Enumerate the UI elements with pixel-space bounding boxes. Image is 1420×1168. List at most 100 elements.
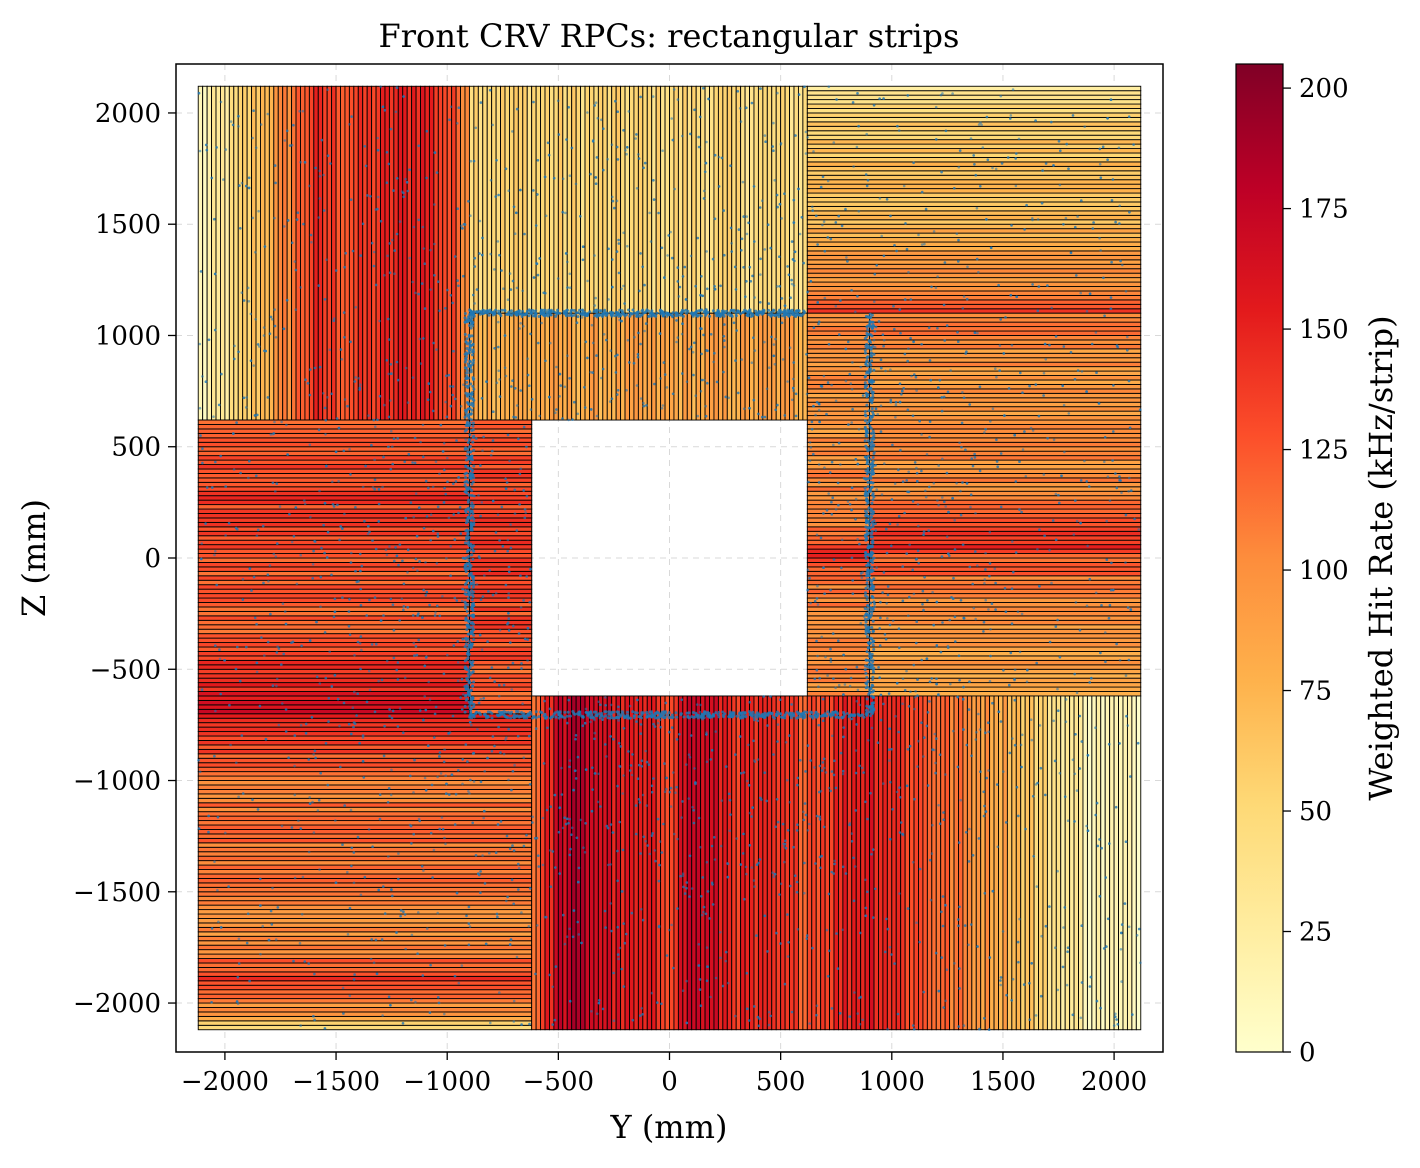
hit-point <box>689 254 693 258</box>
hit-point <box>402 608 405 612</box>
hit-point <box>675 785 678 789</box>
hit-point <box>669 230 672 234</box>
hit-point <box>260 636 263 639</box>
hit-point <box>507 592 511 595</box>
hit-point <box>763 415 767 419</box>
hit-point <box>414 1000 417 1004</box>
strip <box>1135 695 1142 1031</box>
hit-point <box>310 240 313 244</box>
strip <box>584 312 590 421</box>
hit-point <box>839 463 842 466</box>
hit-point <box>263 654 266 657</box>
hit-point <box>806 829 810 832</box>
hit-point <box>875 264 878 267</box>
hit-point <box>834 399 838 403</box>
hit-point <box>416 569 419 572</box>
strip <box>806 299 1142 305</box>
strip <box>260 85 266 421</box>
hit-point <box>480 501 484 504</box>
hit-point <box>660 246 664 250</box>
hit-point <box>893 482 897 486</box>
hit-point <box>802 261 805 265</box>
hit-point <box>803 891 806 895</box>
hit-point <box>219 100 223 104</box>
hit-point <box>856 1012 859 1015</box>
strip <box>197 918 533 924</box>
strip <box>1086 695 1093 1031</box>
hit-point <box>489 179 493 182</box>
hit-point <box>308 443 312 447</box>
hit-point <box>308 184 311 188</box>
strip <box>526 312 533 421</box>
hit-point <box>849 382 853 385</box>
strip <box>669 85 675 314</box>
strip <box>660 85 666 314</box>
strip <box>869 366 1142 372</box>
hit-point <box>383 274 386 277</box>
hit-point <box>747 743 750 747</box>
hit-point <box>1002 770 1005 773</box>
hit-point <box>1104 660 1107 664</box>
strip <box>468 468 533 474</box>
hit-point <box>385 659 389 663</box>
hit-point <box>413 436 417 440</box>
hit-point <box>610 397 614 401</box>
hit-point <box>817 481 821 484</box>
hit-point <box>964 831 968 834</box>
hit-point <box>841 865 845 869</box>
hit-point <box>930 852 934 855</box>
hit-point <box>507 666 510 669</box>
hit-point <box>1019 371 1022 375</box>
hit-point <box>437 280 440 284</box>
strip <box>806 108 1142 114</box>
hit-point <box>1118 204 1121 208</box>
hit-point <box>213 217 216 221</box>
strip <box>935 695 942 1031</box>
hit-point <box>314 756 317 760</box>
hit-point <box>1078 629 1082 632</box>
hit-point <box>767 302 771 305</box>
hit-point <box>696 236 700 240</box>
strip <box>197 1011 533 1017</box>
hit-point <box>352 851 356 854</box>
hit-point <box>953 519 956 522</box>
hit-point <box>515 955 519 959</box>
hit-point <box>869 791 872 795</box>
hit-point <box>630 911 634 915</box>
hit-point <box>694 394 698 398</box>
hit-point <box>935 644 939 647</box>
hit-point <box>659 377 662 380</box>
strip <box>197 837 533 844</box>
hit-point <box>1011 977 1015 981</box>
hit-point <box>872 104 876 107</box>
hit-point <box>611 199 615 203</box>
hit-point <box>597 700 600 704</box>
strip <box>860 695 866 1031</box>
hit-point <box>705 731 708 734</box>
strip <box>869 513 1142 519</box>
strip <box>500 312 506 421</box>
hit-point <box>1024 475 1028 478</box>
hit-point <box>974 550 977 553</box>
strip <box>806 348 871 354</box>
hit-point <box>790 282 794 286</box>
strip <box>869 668 1142 675</box>
strip <box>806 659 871 666</box>
hit-point <box>856 688 860 692</box>
hit-point <box>697 943 701 946</box>
hit-point <box>568 817 572 821</box>
hit-point <box>313 539 316 543</box>
hit-point <box>1044 358 1048 361</box>
hit-point <box>837 639 840 642</box>
hit-point <box>210 176 214 180</box>
strip <box>629 695 635 1031</box>
strip <box>660 312 666 421</box>
hit-point <box>925 724 929 728</box>
strip <box>700 85 706 314</box>
hit-point <box>457 769 460 772</box>
hit-point <box>435 348 438 351</box>
hit-point <box>609 349 612 353</box>
hit-point <box>545 808 549 812</box>
strip <box>468 655 533 661</box>
hit-point <box>776 723 780 726</box>
